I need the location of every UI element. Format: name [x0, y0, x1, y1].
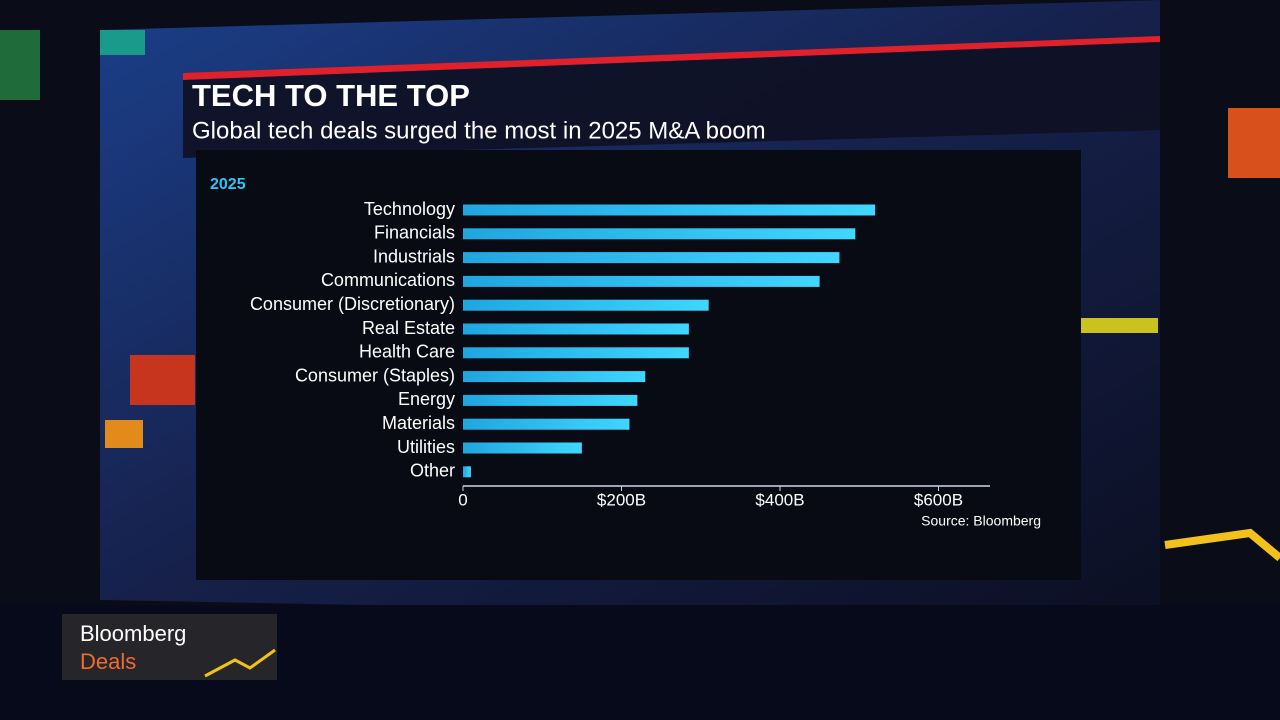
bar [463, 299, 709, 311]
title-band [183, 42, 1160, 158]
bar [463, 204, 876, 216]
chart-subtitle: Global tech deals surged the most in 202… [192, 117, 766, 144]
x-tick-label: $400B [755, 490, 804, 509]
bar [463, 371, 646, 383]
y-tick-label: Consumer (Discretionary) [250, 294, 455, 314]
deco [0, 30, 40, 100]
y-tick-label: Energy [398, 389, 455, 409]
bar [463, 418, 630, 430]
deco [105, 420, 143, 448]
x-tick-label: $200B [597, 490, 646, 509]
y-tick-label: Consumer (Staples) [295, 365, 455, 385]
x-tick-label: $600B [914, 490, 963, 509]
bar [463, 394, 638, 406]
bar [463, 275, 820, 287]
source: Source: Bloomberg [921, 513, 1041, 529]
y-tick-label: Health Care [359, 342, 455, 362]
deco [1164, 528, 1280, 562]
bar [463, 323, 689, 335]
logo-box [62, 614, 277, 680]
x-tick-label: 0 [458, 490, 467, 509]
red-rule [183, 36, 1160, 80]
bar [463, 347, 689, 359]
deco [130, 355, 195, 405]
bar [463, 228, 856, 240]
logo-text: Deals [80, 649, 136, 674]
y-tick-label: Real Estate [362, 318, 455, 338]
y-tick-label: Utilities [397, 437, 455, 457]
deco [1228, 108, 1280, 178]
bar [463, 466, 471, 478]
series-label: 2025 [210, 176, 246, 193]
deco [1080, 318, 1158, 333]
logo-deco [204, 648, 276, 678]
y-tick-label: Materials [382, 413, 455, 433]
y-tick-label: Industrials [373, 246, 455, 266]
y-tick-label: Communications [321, 270, 455, 290]
logo-text: Bloomberg [80, 621, 186, 646]
deco [100, 30, 145, 55]
bar [463, 252, 840, 264]
y-tick-label: Other [410, 461, 455, 481]
y-tick-label: Technology [364, 199, 455, 219]
y-tick-label: Financials [374, 223, 455, 243]
chart-panel [196, 150, 1081, 580]
bar [463, 442, 582, 454]
chart-title: TECH TO THE TOP [192, 78, 470, 113]
